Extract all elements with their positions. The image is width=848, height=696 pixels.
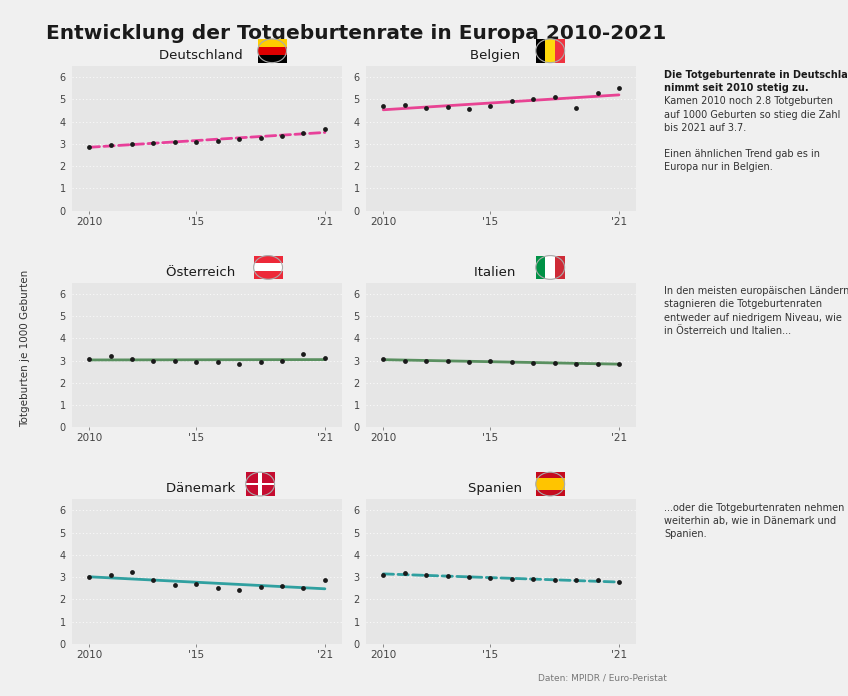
Point [297, 127, 310, 139]
Point [462, 356, 476, 367]
Point [147, 575, 160, 586]
Point [190, 136, 204, 148]
Point [318, 124, 332, 135]
Point [126, 354, 139, 365]
Point [126, 566, 139, 577]
Point [211, 583, 225, 594]
Point [103, 351, 117, 362]
Point [82, 571, 96, 583]
Point [612, 358, 626, 370]
Point [569, 575, 583, 586]
Point [276, 131, 289, 142]
Point [168, 355, 181, 366]
Point [591, 87, 605, 98]
Point [462, 571, 476, 583]
Point [505, 574, 519, 585]
Title: Deutschland   : Deutschland [159, 49, 255, 62]
Point [103, 569, 117, 580]
Point [211, 356, 225, 367]
Point [527, 357, 540, 368]
Point [548, 358, 561, 369]
Point [103, 139, 117, 150]
Point [398, 355, 411, 366]
Point [548, 92, 561, 103]
Point [569, 102, 583, 113]
Point [462, 104, 476, 115]
Point [612, 83, 626, 94]
Point [276, 355, 289, 366]
Point [254, 582, 267, 593]
Point [483, 573, 497, 584]
Point [441, 571, 455, 582]
Text: Die Totgeburtenrate in Deutschland
nimmt seit 2010 stetig zu.: Die Totgeburtenrate in Deutschland nimmt… [665, 70, 848, 93]
Point [254, 133, 267, 144]
Text: In den meisten europäischen Ländern
stagnieren die Totgeburtenraten
entweder auf: In den meisten europäischen Ländern stag… [665, 286, 848, 336]
Point [420, 569, 433, 580]
Point [483, 100, 497, 111]
Point [211, 135, 225, 146]
Point [441, 356, 455, 367]
Point [318, 575, 332, 586]
Point [548, 575, 561, 586]
Point [190, 578, 204, 590]
Point [276, 580, 289, 592]
Point [190, 356, 204, 367]
Point [168, 136, 181, 148]
Point [147, 137, 160, 148]
Point [527, 574, 540, 585]
Point [569, 358, 583, 370]
Point [126, 139, 139, 150]
Point [591, 358, 605, 370]
Text: ...oder die Totgeburtenraten nehmen
weiterhin ab, wie in Dänemark und
Spanien.: ...oder die Totgeburtenraten nehmen weit… [665, 503, 845, 539]
Text: Daten: MPIDR / Euro-Peristat: Daten: MPIDR / Euro-Peristat [538, 673, 667, 682]
Point [82, 354, 96, 365]
Title: Österreich   : Österreich [166, 266, 248, 279]
Point [483, 355, 497, 366]
Point [505, 356, 519, 367]
Point [232, 134, 246, 145]
Title: Spanien   : Spanien [468, 482, 534, 496]
Point [232, 358, 246, 370]
Point [168, 579, 181, 590]
Point [147, 355, 160, 366]
Point [254, 356, 267, 367]
Title: Belgien   : Belgien [470, 49, 533, 62]
Point [591, 575, 605, 586]
Point [377, 354, 390, 365]
Point [505, 95, 519, 106]
Text: Entwicklung der Totgeburtenrate in Europa 2010-2021: Entwicklung der Totgeburtenrate in Europ… [46, 24, 667, 42]
Point [297, 583, 310, 594]
Point [377, 569, 390, 580]
Point [232, 585, 246, 596]
Point [527, 94, 540, 105]
Point [420, 355, 433, 366]
Point [441, 101, 455, 112]
Point [420, 102, 433, 113]
Text: Kamen 2010 noch 2.8 Totgeburten
auf 1000 Geburten so stieg die Zahl
bis 2021 auf: Kamen 2010 noch 2.8 Totgeburten auf 1000… [665, 96, 841, 173]
Point [377, 100, 390, 111]
Text: Totgeburten je 1000 Geburten: Totgeburten je 1000 Geburten [20, 269, 31, 427]
Point [398, 100, 411, 111]
Point [82, 142, 96, 153]
Title: Dänemark   : Dänemark [166, 482, 248, 496]
Point [297, 348, 310, 359]
Title: Italien   : Italien [474, 266, 528, 279]
Point [398, 567, 411, 578]
Point [318, 353, 332, 364]
Point [612, 576, 626, 587]
